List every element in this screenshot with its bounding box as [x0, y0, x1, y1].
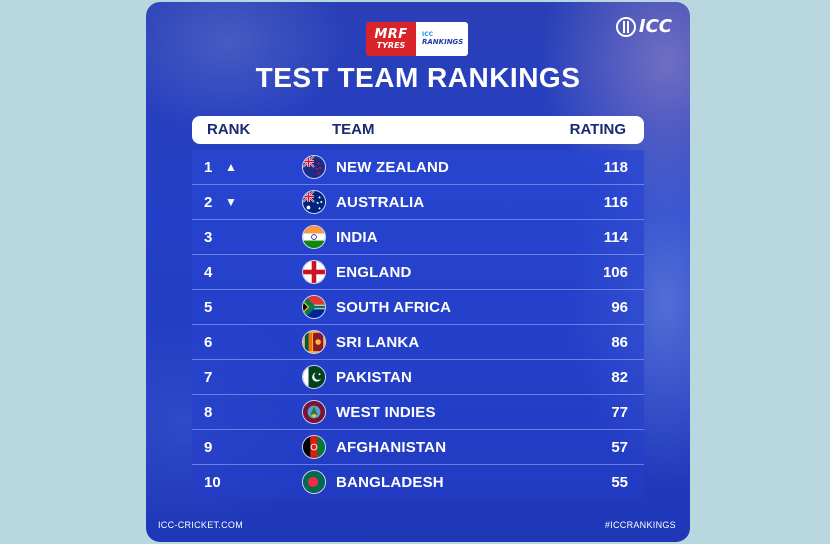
table-row: 10 BANGLADESH 55 — [192, 465, 644, 499]
table-row: 8 WEST INDIES 77 — [192, 395, 644, 430]
south-africa-flag-icon — [302, 295, 326, 319]
rank-cell: 1 — [204, 159, 213, 176]
team-cell: AUSTRALIA — [336, 194, 425, 211]
rankings-table: 1 ▲ NEW ZEALAND 118 2 ▼ AUSTRALIA 116 3 — [192, 150, 644, 499]
table-row: 5 SOUTH AFRICA 96 — [192, 290, 644, 325]
sponsor-banner: MRF TYRES ICC RANKINGS — [366, 22, 468, 56]
cricket-ball-icon — [615, 16, 636, 37]
rank-cell: 2 — [204, 194, 213, 211]
rank-cell: 10 — [204, 474, 221, 491]
rating-cell: 77 — [611, 404, 628, 421]
afghanistan-flag-icon — [302, 435, 326, 459]
rating-cell: 55 — [611, 474, 628, 491]
table-row: 6 SRI LANKA 86 — [192, 325, 644, 360]
team-cell: BANGLADESH — [336, 474, 444, 491]
table-row: 2 ▼ AUSTRALIA 116 — [192, 185, 644, 220]
rating-cell: 114 — [603, 229, 628, 246]
team-cell: WEST INDIES — [336, 404, 436, 421]
india-flag-icon — [302, 225, 326, 249]
team-cell: SOUTH AFRICA — [336, 299, 452, 316]
icc-logo-text: ICC — [638, 16, 672, 37]
rank-cell: 7 — [204, 369, 213, 386]
table-header: RANK TEAM RATING — [192, 116, 644, 144]
sri-lanka-flag-icon — [302, 330, 326, 354]
table-row: 3 INDIA 114 — [192, 220, 644, 255]
icc-logo: ICC — [615, 16, 672, 37]
badge-line1: ICC — [422, 31, 434, 38]
rating-cell: 118 — [603, 159, 628, 176]
rankings-card: MRF TYRES ICC RANKINGS ICC TEST TEAM RAN… — [146, 2, 690, 542]
rank-cell: 4 — [204, 264, 213, 281]
page-title: TEST TEAM RANKINGS — [255, 62, 581, 93]
bangladesh-flag-icon — [302, 470, 326, 494]
team-cell: PAKISTAN — [336, 369, 413, 386]
rating-cell: 106 — [602, 264, 628, 281]
rating-cell: 96 — [611, 299, 628, 316]
team-cell: NEW ZEALAND — [336, 159, 450, 176]
table-row: 4 ENGLAND 106 — [192, 255, 644, 290]
table-row: 7 PAKISTAN 82 — [192, 360, 644, 395]
rank-cell: 3 — [204, 229, 213, 246]
rating-cell: 86 — [611, 334, 628, 351]
sponsor-subtitle: TYRES — [376, 41, 406, 50]
rating-cell: 57 — [611, 439, 628, 456]
pakistan-flag-icon — [302, 365, 326, 389]
mrf-tyres-logo: MRF TYRES — [366, 22, 416, 56]
west-indies-flag-icon — [302, 400, 326, 424]
column-team: TEAM — [332, 121, 375, 138]
badge-line2: RANKINGS — [422, 38, 464, 46]
rank-cell: 8 — [204, 404, 213, 421]
team-cell: AFGHANISTAN — [336, 439, 447, 456]
team-cell: ENGLAND — [336, 264, 412, 281]
rank-cell: 9 — [204, 439, 213, 456]
team-cell: INDIA — [336, 229, 378, 246]
column-rank: RANK — [207, 121, 251, 138]
rating-cell: 116 — [603, 194, 628, 211]
rank-up-icon: ▲ — [225, 160, 237, 174]
hashtag: #ICCRANKINGS — [604, 520, 676, 530]
table-row: 1 ▲ NEW ZEALAND 118 — [192, 150, 644, 185]
new-zealand-flag-icon — [302, 155, 326, 179]
sponsor-name: MRF — [374, 27, 408, 42]
team-cell: SRI LANKA — [336, 334, 420, 351]
icc-rankings-badge: ICC RANKINGS — [416, 22, 468, 56]
rank-down-icon: ▼ — [225, 195, 237, 209]
australia-flag-icon — [302, 190, 326, 214]
england-flag-icon — [302, 260, 326, 284]
website-link[interactable]: ICC-CRICKET.COM — [158, 520, 243, 530]
rating-cell: 82 — [611, 369, 628, 386]
rank-cell: 6 — [204, 334, 213, 351]
table-row: 9 AFGHANISTAN 57 — [192, 430, 644, 465]
rank-cell: 5 — [204, 299, 213, 316]
column-rating: RATING — [569, 121, 626, 138]
